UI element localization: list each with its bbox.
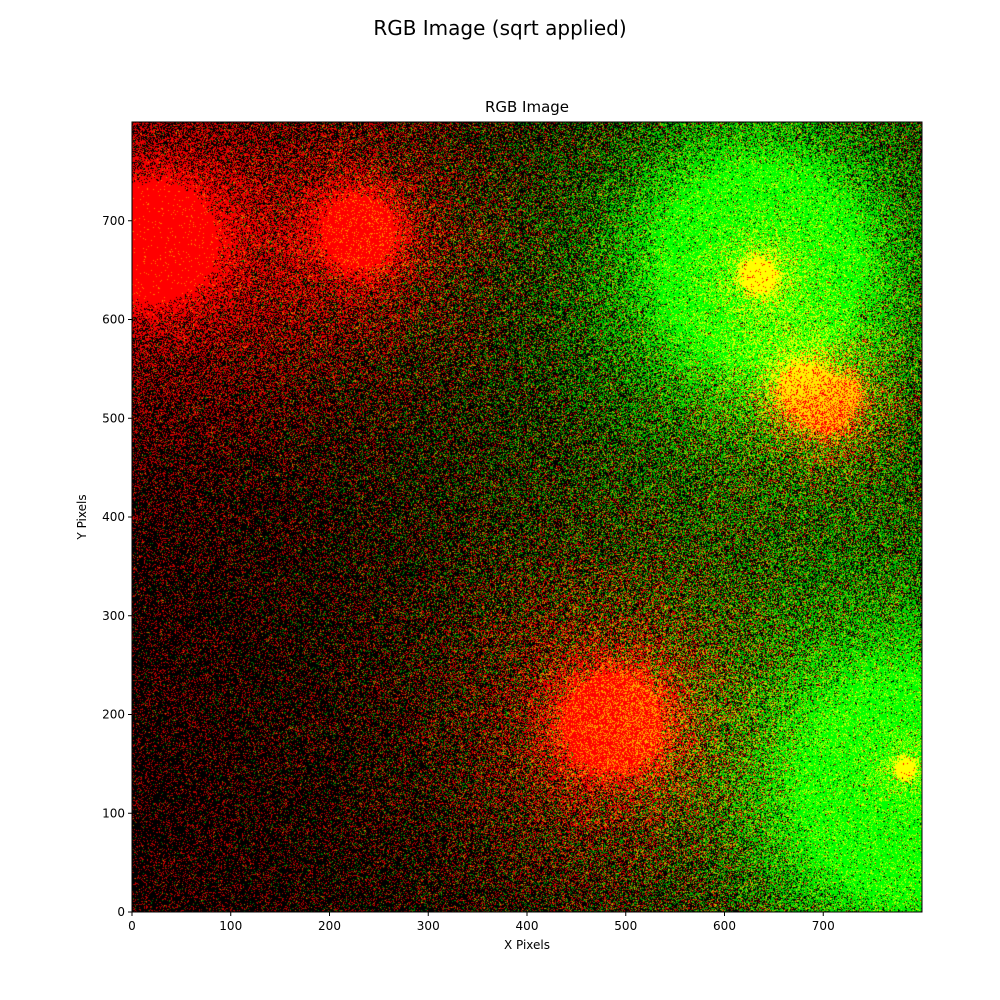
- chart-title: RGB Image: [484, 98, 570, 116]
- y-tick-label: 100: [102, 806, 125, 820]
- y-tick-label: 500: [102, 411, 125, 425]
- y-tick-label: 0: [117, 905, 125, 919]
- figure-suptitle: RGB Image (sqrt applied): [373, 16, 627, 40]
- y-tick-label: 700: [102, 214, 125, 228]
- y-tick-label: 600: [102, 313, 125, 327]
- x-tick-label: 200: [318, 919, 341, 933]
- x-tick-label: 100: [219, 919, 242, 933]
- x-tick-label: 400: [516, 919, 539, 933]
- x-tick-label: 300: [417, 919, 440, 933]
- x-tick-label: 0: [128, 919, 136, 933]
- y-axis: 0 100 200 300 400 500 600 700: [102, 214, 132, 919]
- y-tick-label: 400: [102, 510, 125, 524]
- x-tick-label: 500: [614, 919, 637, 933]
- y-tick-label: 300: [102, 609, 125, 623]
- x-axis-label: X Pixels: [503, 938, 551, 952]
- x-axis: 0 100 200 300 400 500 600 700: [128, 912, 835, 933]
- x-tick-label: 600: [713, 919, 736, 933]
- x-tick-label: 700: [812, 919, 835, 933]
- image-area: [132, 122, 922, 912]
- rgb-image-canvas: [132, 122, 922, 912]
- y-tick-label: 200: [102, 708, 125, 722]
